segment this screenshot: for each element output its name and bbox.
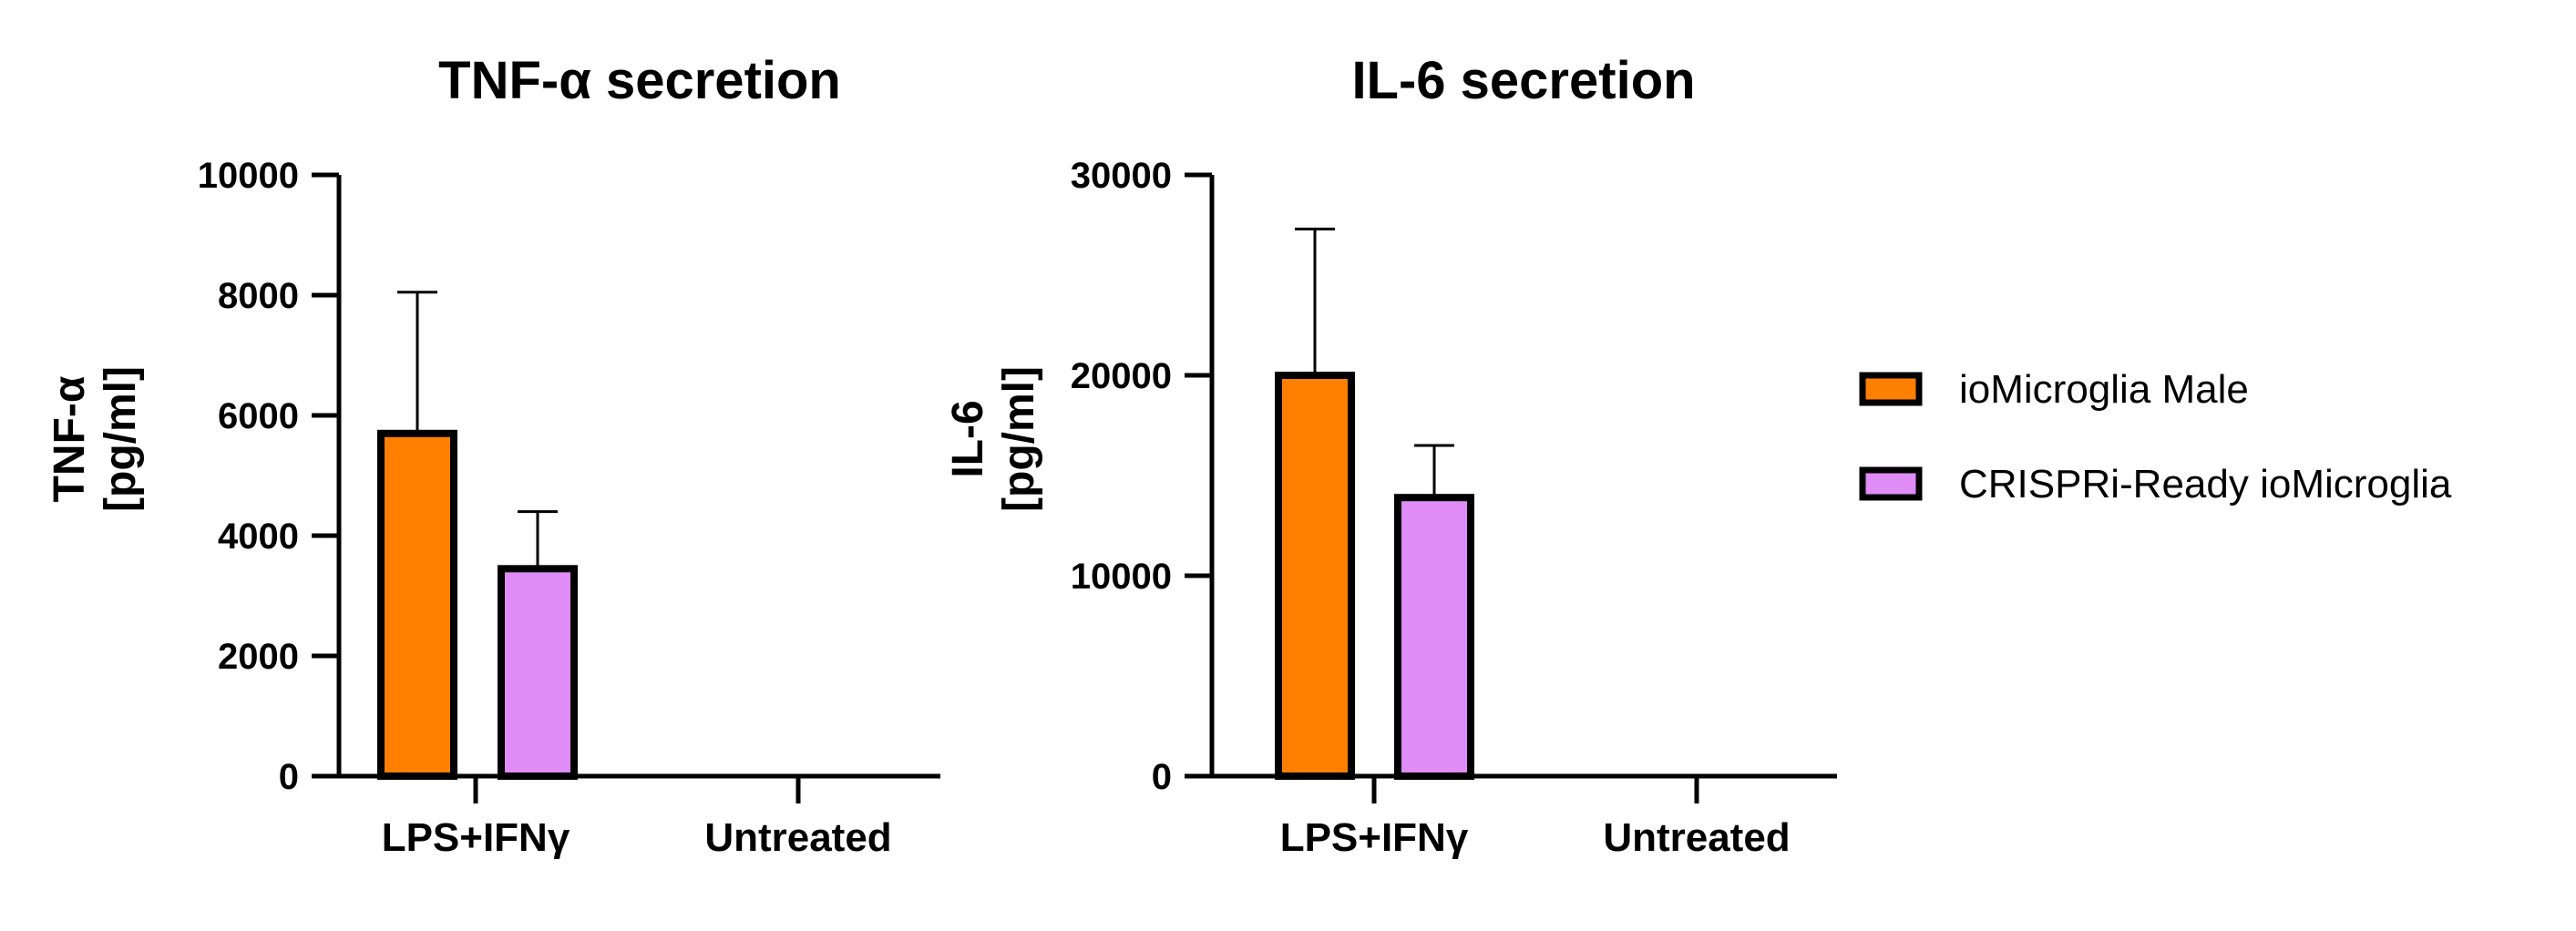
y-tick-label: 8000 [218,276,299,316]
y-axis-label: TNF-α [pg/ml] [46,366,145,512]
bar [1275,372,1355,780]
chart-title: IL-6 secretion [1351,51,1695,110]
y-tick-label: 2000 [218,637,299,677]
y-tick-label: 20000 [1071,356,1172,396]
y-axis-label-line: [pg/ml] [97,366,145,512]
legend-label: CRISPRi-Ready ioMicroglia [1959,462,2452,506]
x-tick-label: Untreated [704,815,891,860]
legend: ioMicroglia Male CRISPRi-Ready ioMicrogli… [1859,367,2452,506]
bar [1394,494,1474,780]
y-tick-label: 30000 [1071,156,1172,196]
bar [377,429,457,780]
chart-title: TNF-α secretion [438,51,841,110]
y-axis-label-line: IL-6 [944,400,992,477]
bar [498,565,578,780]
y-tick-label: 10000 [198,156,299,196]
legend-label: ioMicroglia Male [1959,367,2249,412]
y-axis-label-line: [pg/ml] [995,366,1043,512]
legend-swatch [1859,466,1923,501]
y-axis-label: IL-6 [pg/ml] [944,366,1043,512]
x-tick-label: LPS+IFNγ [1280,815,1469,860]
chart-panel-il6: IL-6 secretion IL-6 [pg/ml] 0 10000 20000 3000… [944,51,1837,860]
x-tick-label: Untreated [1603,815,1790,860]
y-tick-label: 10000 [1071,557,1172,597]
y-axis-label-line: TNF-α [46,375,94,502]
legend-swatch [1859,372,1923,406]
y-tick-label: 6000 [218,396,299,436]
chart-panel-tnf: TNF-α secretion TNF-α [pg/ml] 0 2000 4000 6000… [46,51,940,860]
y-tick-label: 4000 [218,517,299,557]
y-tick-label: 0 [279,757,299,797]
y-tick-label: 0 [1152,757,1172,797]
x-tick-label: LPS+IFNγ [382,815,570,860]
